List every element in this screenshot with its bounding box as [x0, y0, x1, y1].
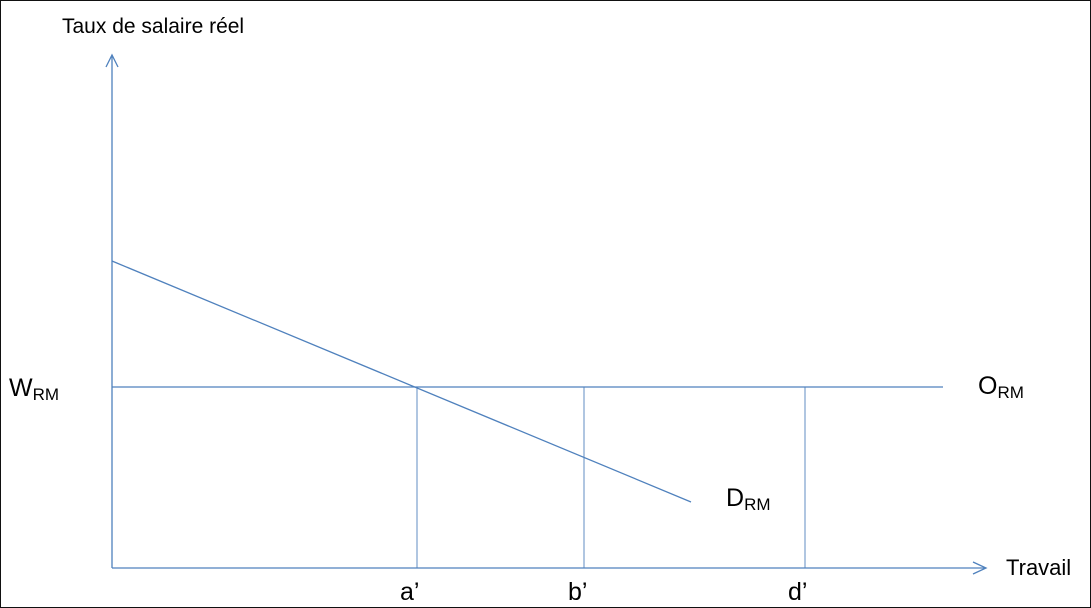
- supply-curve-label: ORM: [978, 372, 1024, 402]
- supply-curve-symbol: O: [978, 372, 998, 400]
- demand-curve: [111, 260, 692, 503]
- x-axis-arrowhead: [972, 561, 988, 575]
- x-axis-label: Travail: [1006, 555, 1072, 580]
- wage-level-subscript: RM: [32, 385, 60, 404]
- demand-curve-label: DRM: [726, 484, 771, 514]
- y-axis-arrowhead: [105, 53, 119, 68]
- y-axis-label: Taux de salaire réel: [62, 15, 245, 38]
- supply-curve-subscript: RM: [997, 383, 1024, 402]
- demand-curve-subscript: RM: [744, 495, 771, 514]
- x-tick-label-a: a’: [400, 578, 420, 606]
- demand-curve-symbol: D: [726, 484, 745, 512]
- wage-level-label: WRM: [9, 374, 60, 404]
- x-tick-label-b: b’: [568, 578, 588, 606]
- x-tick-label-d: d’: [788, 578, 808, 606]
- wage-level-symbol: W: [9, 374, 33, 402]
